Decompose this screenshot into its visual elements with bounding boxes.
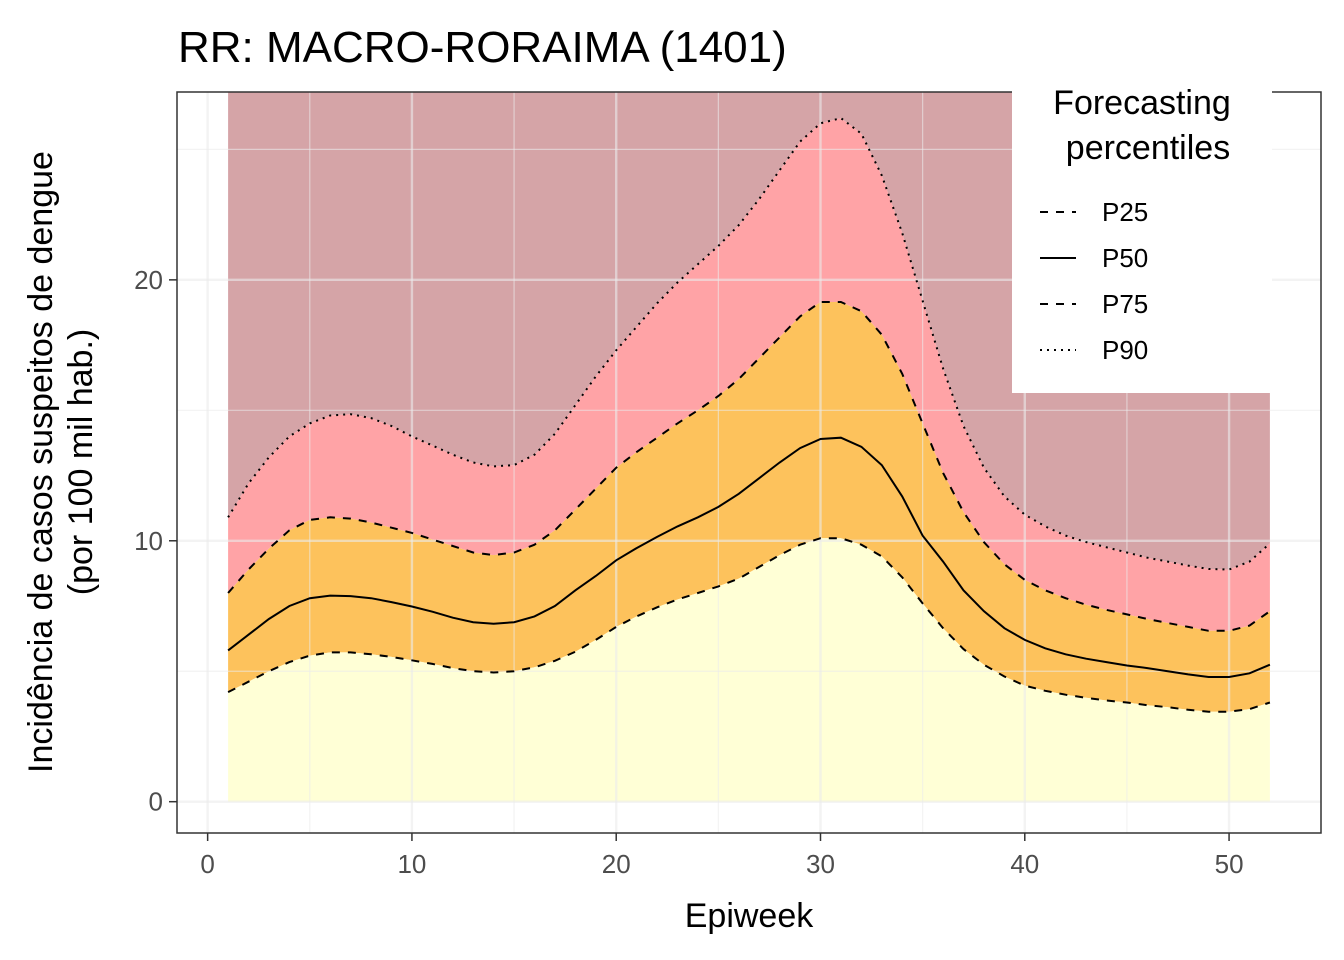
x-tick-label: 10 xyxy=(397,849,426,879)
legend: Forecasting percentiles P25 P50 P75 P90 xyxy=(1012,80,1272,393)
legend-entries: P25 P50 P75 P90 xyxy=(1040,197,1148,365)
band-below-p25 xyxy=(228,538,1270,802)
panel-border xyxy=(176,91,1322,834)
percentile-bands xyxy=(228,92,1270,802)
y-tick-label: 0 xyxy=(149,787,163,817)
line-p25 xyxy=(227,537,1271,713)
x-tick-label: 30 xyxy=(806,849,835,879)
band-above-p90 xyxy=(228,92,1270,570)
x-tick-label: 40 xyxy=(1010,849,1039,879)
line-p50 xyxy=(227,436,1271,678)
y-axis-title: Incidência de casos suspeitos de dengue … xyxy=(22,151,100,773)
legend-background xyxy=(1012,80,1272,393)
y-axis: 0 10 20 xyxy=(134,265,177,817)
percentile-lines xyxy=(227,117,1271,713)
legend-label-p90: P90 xyxy=(1102,335,1148,365)
x-axis: 0 10 20 30 40 50 xyxy=(200,833,1244,879)
legend-label-p75: P75 xyxy=(1102,289,1148,319)
y-tick-label: 10 xyxy=(134,526,163,556)
line-p75 xyxy=(227,301,1271,632)
chart-title: RR: MACRO-RORAIMA (1401) xyxy=(178,23,787,72)
y-tick-label: 20 xyxy=(134,265,163,295)
legend-title-line-2: percentiles xyxy=(1066,129,1230,167)
y-axis-title-line-2: (por 100 mil hab.) xyxy=(62,329,100,595)
x-axis-title: Epiweek xyxy=(685,897,815,935)
legend-label-p25: P25 xyxy=(1102,197,1148,227)
x-tick-label: 0 xyxy=(200,849,214,879)
x-tick-label: 20 xyxy=(602,849,631,879)
band-p75-p90 xyxy=(228,118,1270,631)
y-axis-title-line-1: Incidência de casos suspeitos de dengue xyxy=(22,151,60,773)
x-tick-label: 50 xyxy=(1215,849,1244,879)
band-p25-p75 xyxy=(228,302,1270,712)
legend-title-line-1: Forecasting xyxy=(1053,84,1231,122)
legend-label-p50: P50 xyxy=(1102,243,1148,273)
